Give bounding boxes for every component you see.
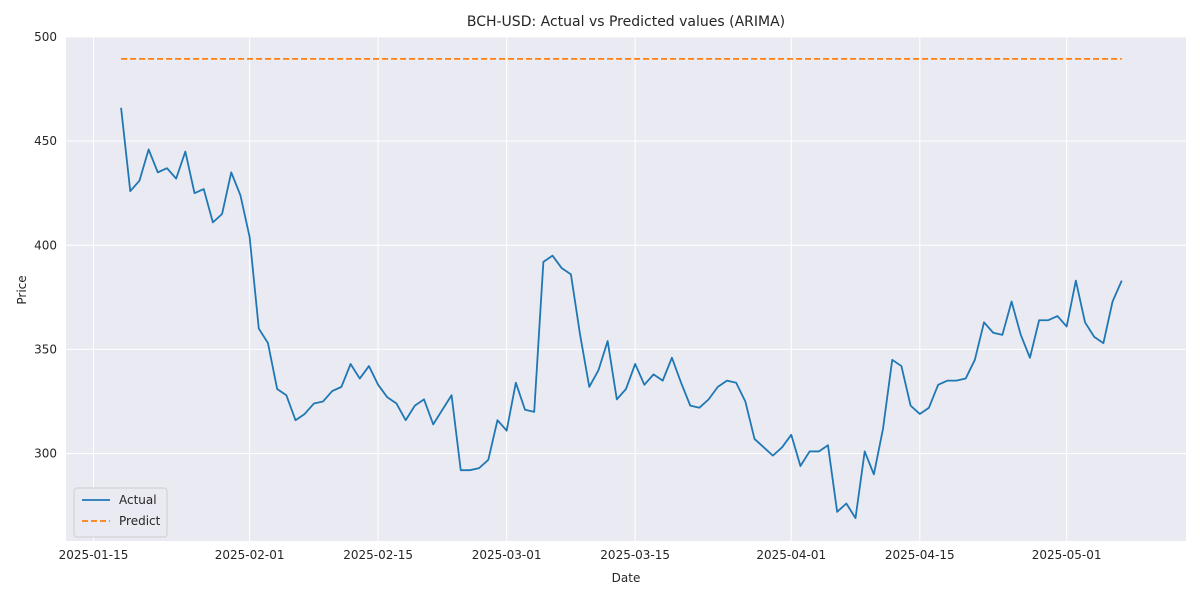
x-tick-label: 2025-02-15 (343, 548, 413, 562)
plot-area (66, 37, 1186, 541)
x-tick-label: 2025-03-15 (600, 548, 670, 562)
grid (66, 36, 1186, 541)
legend: Actual Predict (73, 487, 168, 538)
chart-title: BCH-USD: Actual vs Predicted values (ARI… (467, 14, 785, 30)
x-tick-label: 2025-02-01 (215, 548, 285, 562)
legend-label-actual: Actual (119, 493, 157, 507)
tick-labels: 2025-01-15 2025-02-01 2025-02-15 2025-03-01… (34, 30, 1101, 562)
x-axis-label: Date (612, 571, 641, 585)
y-tick-label: 500 (34, 30, 57, 44)
legend-label-predict: Predict (119, 514, 161, 528)
x-tick-label: 2025-01-15 (59, 548, 129, 562)
x-tick-label: 2025-04-15 (885, 548, 955, 562)
y-axis-label: Price (15, 275, 29, 304)
y-tick-label: 400 (34, 238, 57, 252)
x-tick-label: 2025-03-01 (472, 548, 542, 562)
series-line-actual (120, 107, 1123, 519)
series-group (120, 57, 1123, 519)
y-tick-label: 350 (34, 342, 57, 356)
y-tick-label: 450 (34, 134, 57, 148)
x-tick-label: 2025-05-01 (1032, 548, 1102, 562)
x-tick-label: 2025-04-01 (756, 548, 826, 562)
y-tick-label: 300 (34, 447, 57, 461)
